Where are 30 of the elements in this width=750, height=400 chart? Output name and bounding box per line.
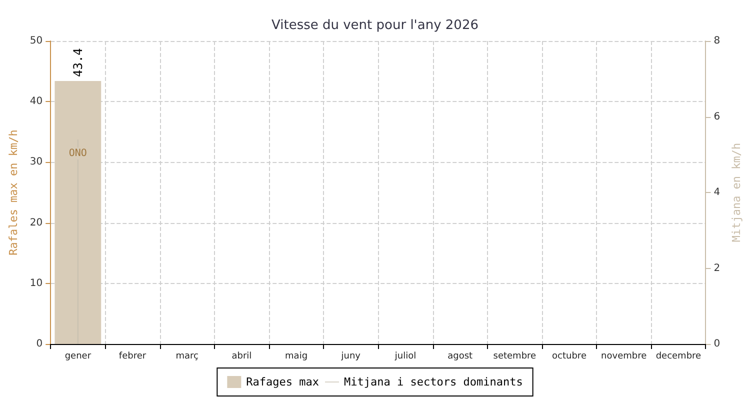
y2-tick-label: 6: [714, 111, 720, 122]
y2-tick-label: 8: [714, 36, 720, 46]
x-tick-label: febrer: [118, 352, 146, 362]
y2-tick-label: 2: [714, 262, 720, 274]
y2-axis-title: Mitjana en km/h: [730, 142, 743, 242]
legend-label: Rafages max: [246, 376, 320, 388]
x-tick-label: juny: [340, 352, 362, 362]
y-tick-label: 40: [30, 96, 43, 108]
y-tick-label: 30: [30, 156, 43, 168]
x-tick-label: abril: [232, 352, 252, 362]
x-tick-label: agost: [448, 352, 474, 362]
y-tick-label: 20: [30, 217, 43, 228]
legend-label: Mitjana i sectors dominants: [344, 376, 523, 388]
x-tick-label: novembre: [601, 352, 648, 362]
y-axis-title: Rafales max en km/h: [7, 130, 20, 256]
chart-title: Vitesse du vent pour l'any 2026: [272, 18, 478, 33]
x-tick-label: març: [176, 352, 199, 362]
x-tick-label: setembre: [493, 352, 537, 362]
y-tick-label: 50: [30, 36, 43, 46]
x-tick-label: juliol: [394, 352, 416, 362]
y2-tick-label: 0: [714, 338, 720, 350]
data-label: 43.4: [70, 48, 85, 77]
y2-tick-label: 4: [714, 187, 720, 198]
data-label: ONO: [68, 148, 87, 159]
y-tick-label: 0: [36, 338, 43, 350]
x-tick-label: octubre: [552, 352, 587, 362]
x-tick-label: maig: [285, 352, 308, 362]
x-tick-label: decembre: [656, 352, 702, 362]
y-tick-label: 10: [30, 278, 43, 289]
x-tick-label: gener: [64, 352, 92, 362]
